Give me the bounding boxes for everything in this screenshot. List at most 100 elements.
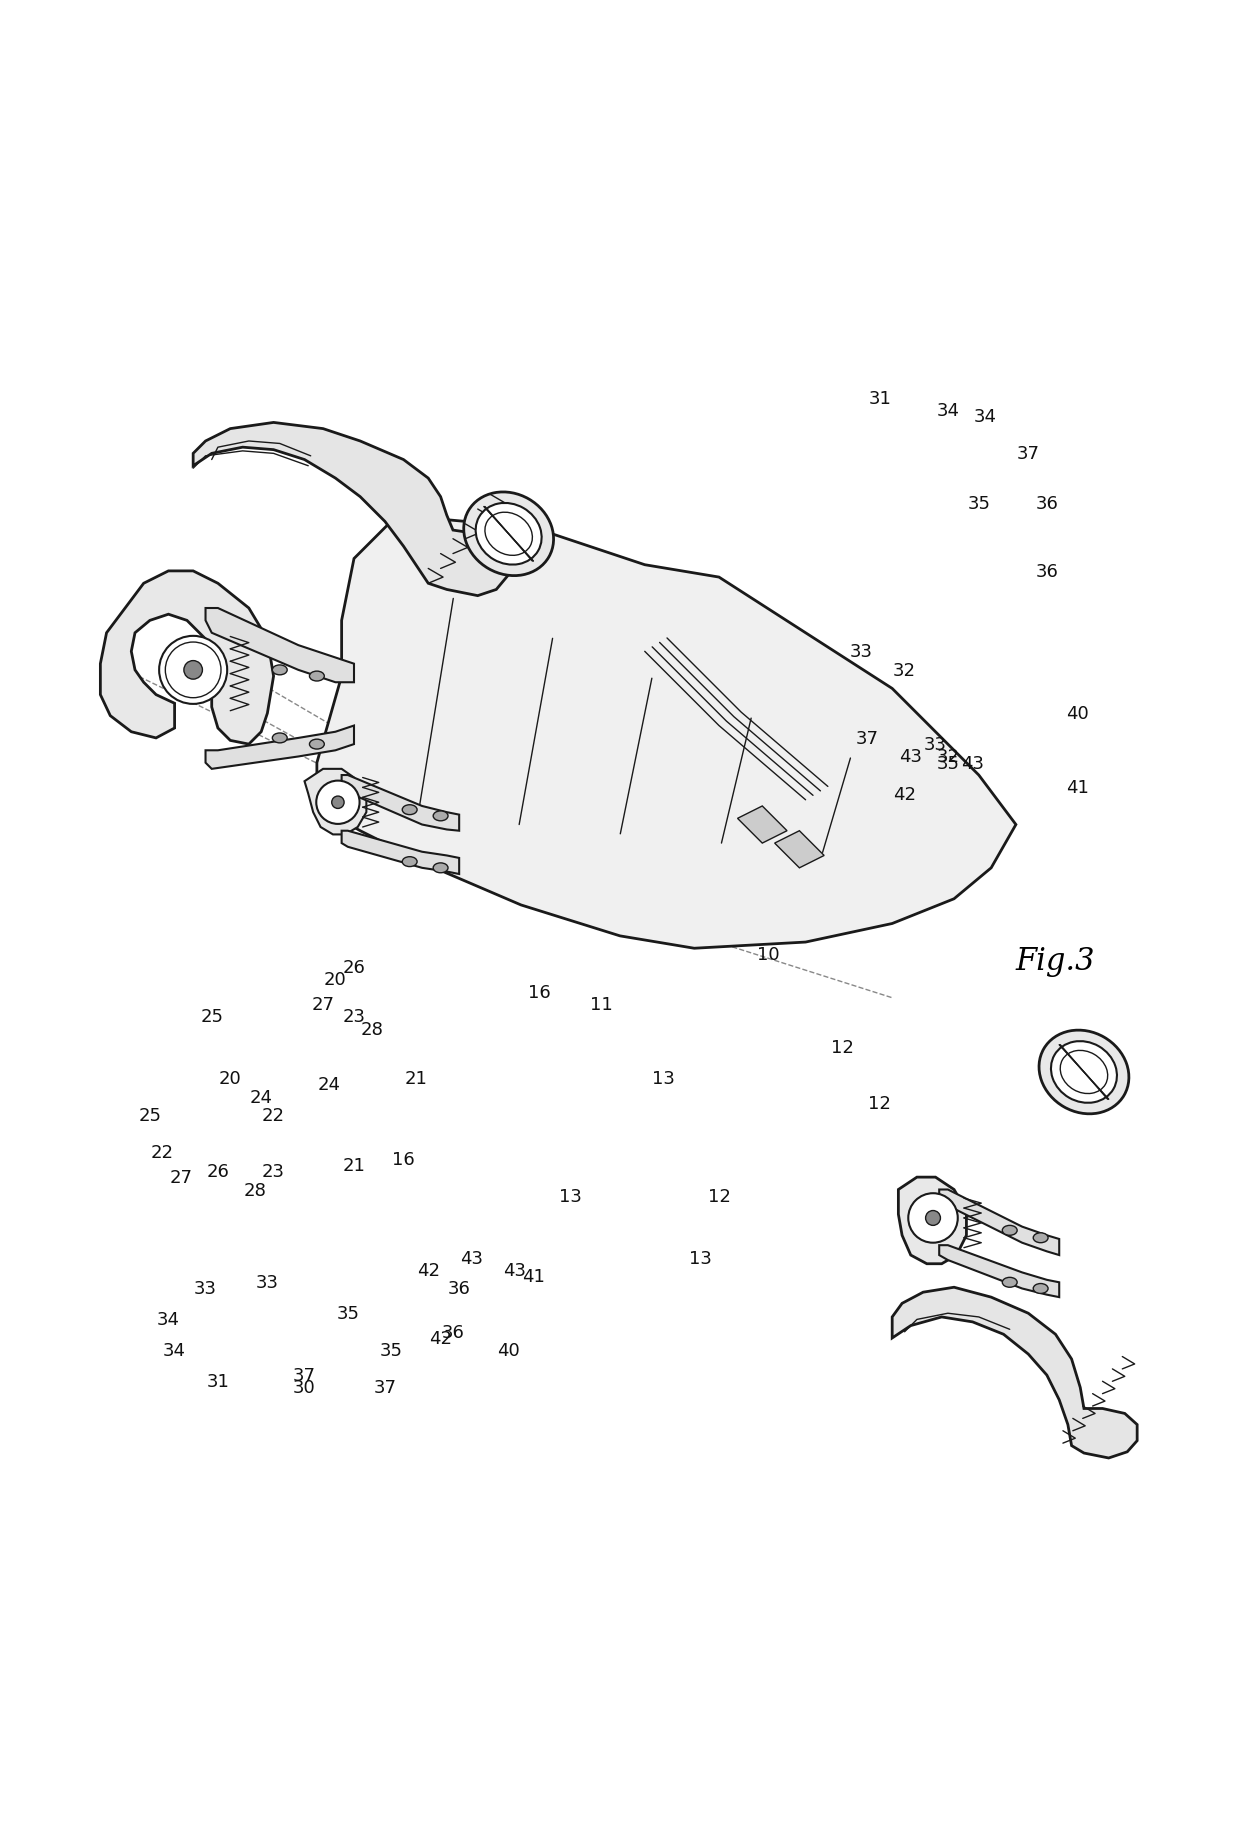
- Ellipse shape: [1033, 1284, 1048, 1294]
- Text: 16: 16: [528, 983, 551, 1002]
- Ellipse shape: [310, 739, 325, 750]
- Ellipse shape: [273, 734, 288, 743]
- Ellipse shape: [908, 1194, 957, 1244]
- Text: 34: 34: [157, 1310, 180, 1329]
- Ellipse shape: [433, 811, 448, 821]
- Text: 33: 33: [849, 643, 873, 662]
- Text: 35: 35: [936, 754, 960, 772]
- Polygon shape: [305, 769, 366, 835]
- Text: 33: 33: [193, 1281, 217, 1297]
- Ellipse shape: [476, 505, 542, 565]
- Text: 12: 12: [868, 1094, 892, 1112]
- Text: 11: 11: [590, 996, 613, 1013]
- Polygon shape: [898, 1177, 966, 1264]
- Text: 22: 22: [151, 1144, 174, 1162]
- Text: 20: 20: [219, 1070, 242, 1088]
- Text: 34: 34: [164, 1342, 186, 1360]
- Text: 36: 36: [1035, 495, 1058, 512]
- Ellipse shape: [273, 665, 288, 676]
- Text: 32: 32: [936, 748, 960, 767]
- Ellipse shape: [925, 1210, 940, 1225]
- Ellipse shape: [184, 662, 202, 680]
- Text: 12: 12: [831, 1039, 854, 1057]
- Text: 43: 43: [460, 1249, 484, 1268]
- Text: 43: 43: [503, 1260, 526, 1279]
- Text: 21: 21: [342, 1157, 366, 1173]
- Ellipse shape: [1039, 1031, 1128, 1114]
- Ellipse shape: [332, 796, 343, 809]
- Polygon shape: [775, 832, 825, 869]
- Polygon shape: [100, 571, 274, 745]
- Text: 37: 37: [1017, 445, 1040, 464]
- Text: 28: 28: [243, 1181, 267, 1199]
- Text: 43: 43: [961, 754, 985, 772]
- Polygon shape: [939, 1246, 1059, 1297]
- Polygon shape: [206, 608, 353, 684]
- Text: 40: 40: [497, 1342, 520, 1360]
- Polygon shape: [738, 806, 787, 845]
- Ellipse shape: [1033, 1233, 1048, 1244]
- Polygon shape: [939, 1190, 1059, 1255]
- Text: 37: 37: [856, 730, 879, 747]
- Text: 34: 34: [973, 408, 997, 427]
- Text: 24: 24: [249, 1088, 273, 1107]
- Text: 40: 40: [1066, 704, 1089, 723]
- Text: 23: 23: [342, 1007, 366, 1026]
- Text: 42: 42: [893, 785, 916, 804]
- Text: 23: 23: [262, 1162, 285, 1181]
- Text: 43: 43: [899, 748, 923, 767]
- Ellipse shape: [464, 493, 553, 577]
- Text: 25: 25: [200, 1007, 223, 1026]
- Text: 37: 37: [373, 1379, 397, 1397]
- Ellipse shape: [1052, 1042, 1117, 1103]
- Ellipse shape: [433, 863, 448, 874]
- Text: 26: 26: [207, 1162, 229, 1181]
- Text: 36: 36: [441, 1323, 465, 1342]
- Ellipse shape: [402, 806, 417, 815]
- Text: Fig.3: Fig.3: [1016, 946, 1095, 976]
- Text: 33: 33: [924, 736, 947, 754]
- Text: 13: 13: [689, 1249, 712, 1268]
- Text: 13: 13: [652, 1070, 675, 1088]
- Text: 36: 36: [448, 1281, 471, 1297]
- Text: 31: 31: [868, 390, 892, 407]
- Text: 34: 34: [936, 401, 960, 419]
- Text: 13: 13: [559, 1186, 582, 1205]
- Text: 20: 20: [324, 970, 347, 989]
- Ellipse shape: [1002, 1277, 1017, 1288]
- Text: 42: 42: [429, 1329, 453, 1347]
- Polygon shape: [206, 726, 353, 769]
- Text: 25: 25: [139, 1107, 161, 1125]
- Text: 33: 33: [255, 1273, 279, 1292]
- Polygon shape: [893, 1288, 1137, 1458]
- Ellipse shape: [310, 671, 325, 682]
- Text: 35: 35: [967, 495, 991, 512]
- Polygon shape: [317, 516, 1016, 948]
- Text: 12: 12: [708, 1186, 730, 1205]
- Ellipse shape: [1002, 1225, 1017, 1236]
- Text: 36: 36: [1035, 562, 1058, 580]
- Text: 22: 22: [262, 1107, 285, 1125]
- Polygon shape: [342, 832, 459, 874]
- Text: 35: 35: [336, 1305, 360, 1323]
- Polygon shape: [342, 776, 459, 832]
- Text: 41: 41: [522, 1268, 544, 1286]
- Text: 42: 42: [417, 1260, 440, 1279]
- Text: 30: 30: [293, 1379, 316, 1397]
- Text: 32: 32: [893, 662, 916, 680]
- Ellipse shape: [316, 782, 360, 824]
- Text: 10: 10: [758, 946, 780, 965]
- Ellipse shape: [159, 636, 227, 704]
- Text: 24: 24: [317, 1076, 341, 1094]
- Text: 35: 35: [379, 1342, 403, 1360]
- Text: 28: 28: [361, 1020, 384, 1039]
- Text: 37: 37: [293, 1366, 316, 1384]
- Text: 31: 31: [207, 1373, 229, 1390]
- Text: 27: 27: [170, 1168, 192, 1186]
- Text: 26: 26: [342, 959, 366, 976]
- Text: 41: 41: [1066, 780, 1089, 796]
- Text: 21: 21: [404, 1070, 428, 1088]
- Polygon shape: [193, 423, 508, 597]
- Text: 27: 27: [311, 996, 335, 1013]
- Ellipse shape: [402, 857, 417, 867]
